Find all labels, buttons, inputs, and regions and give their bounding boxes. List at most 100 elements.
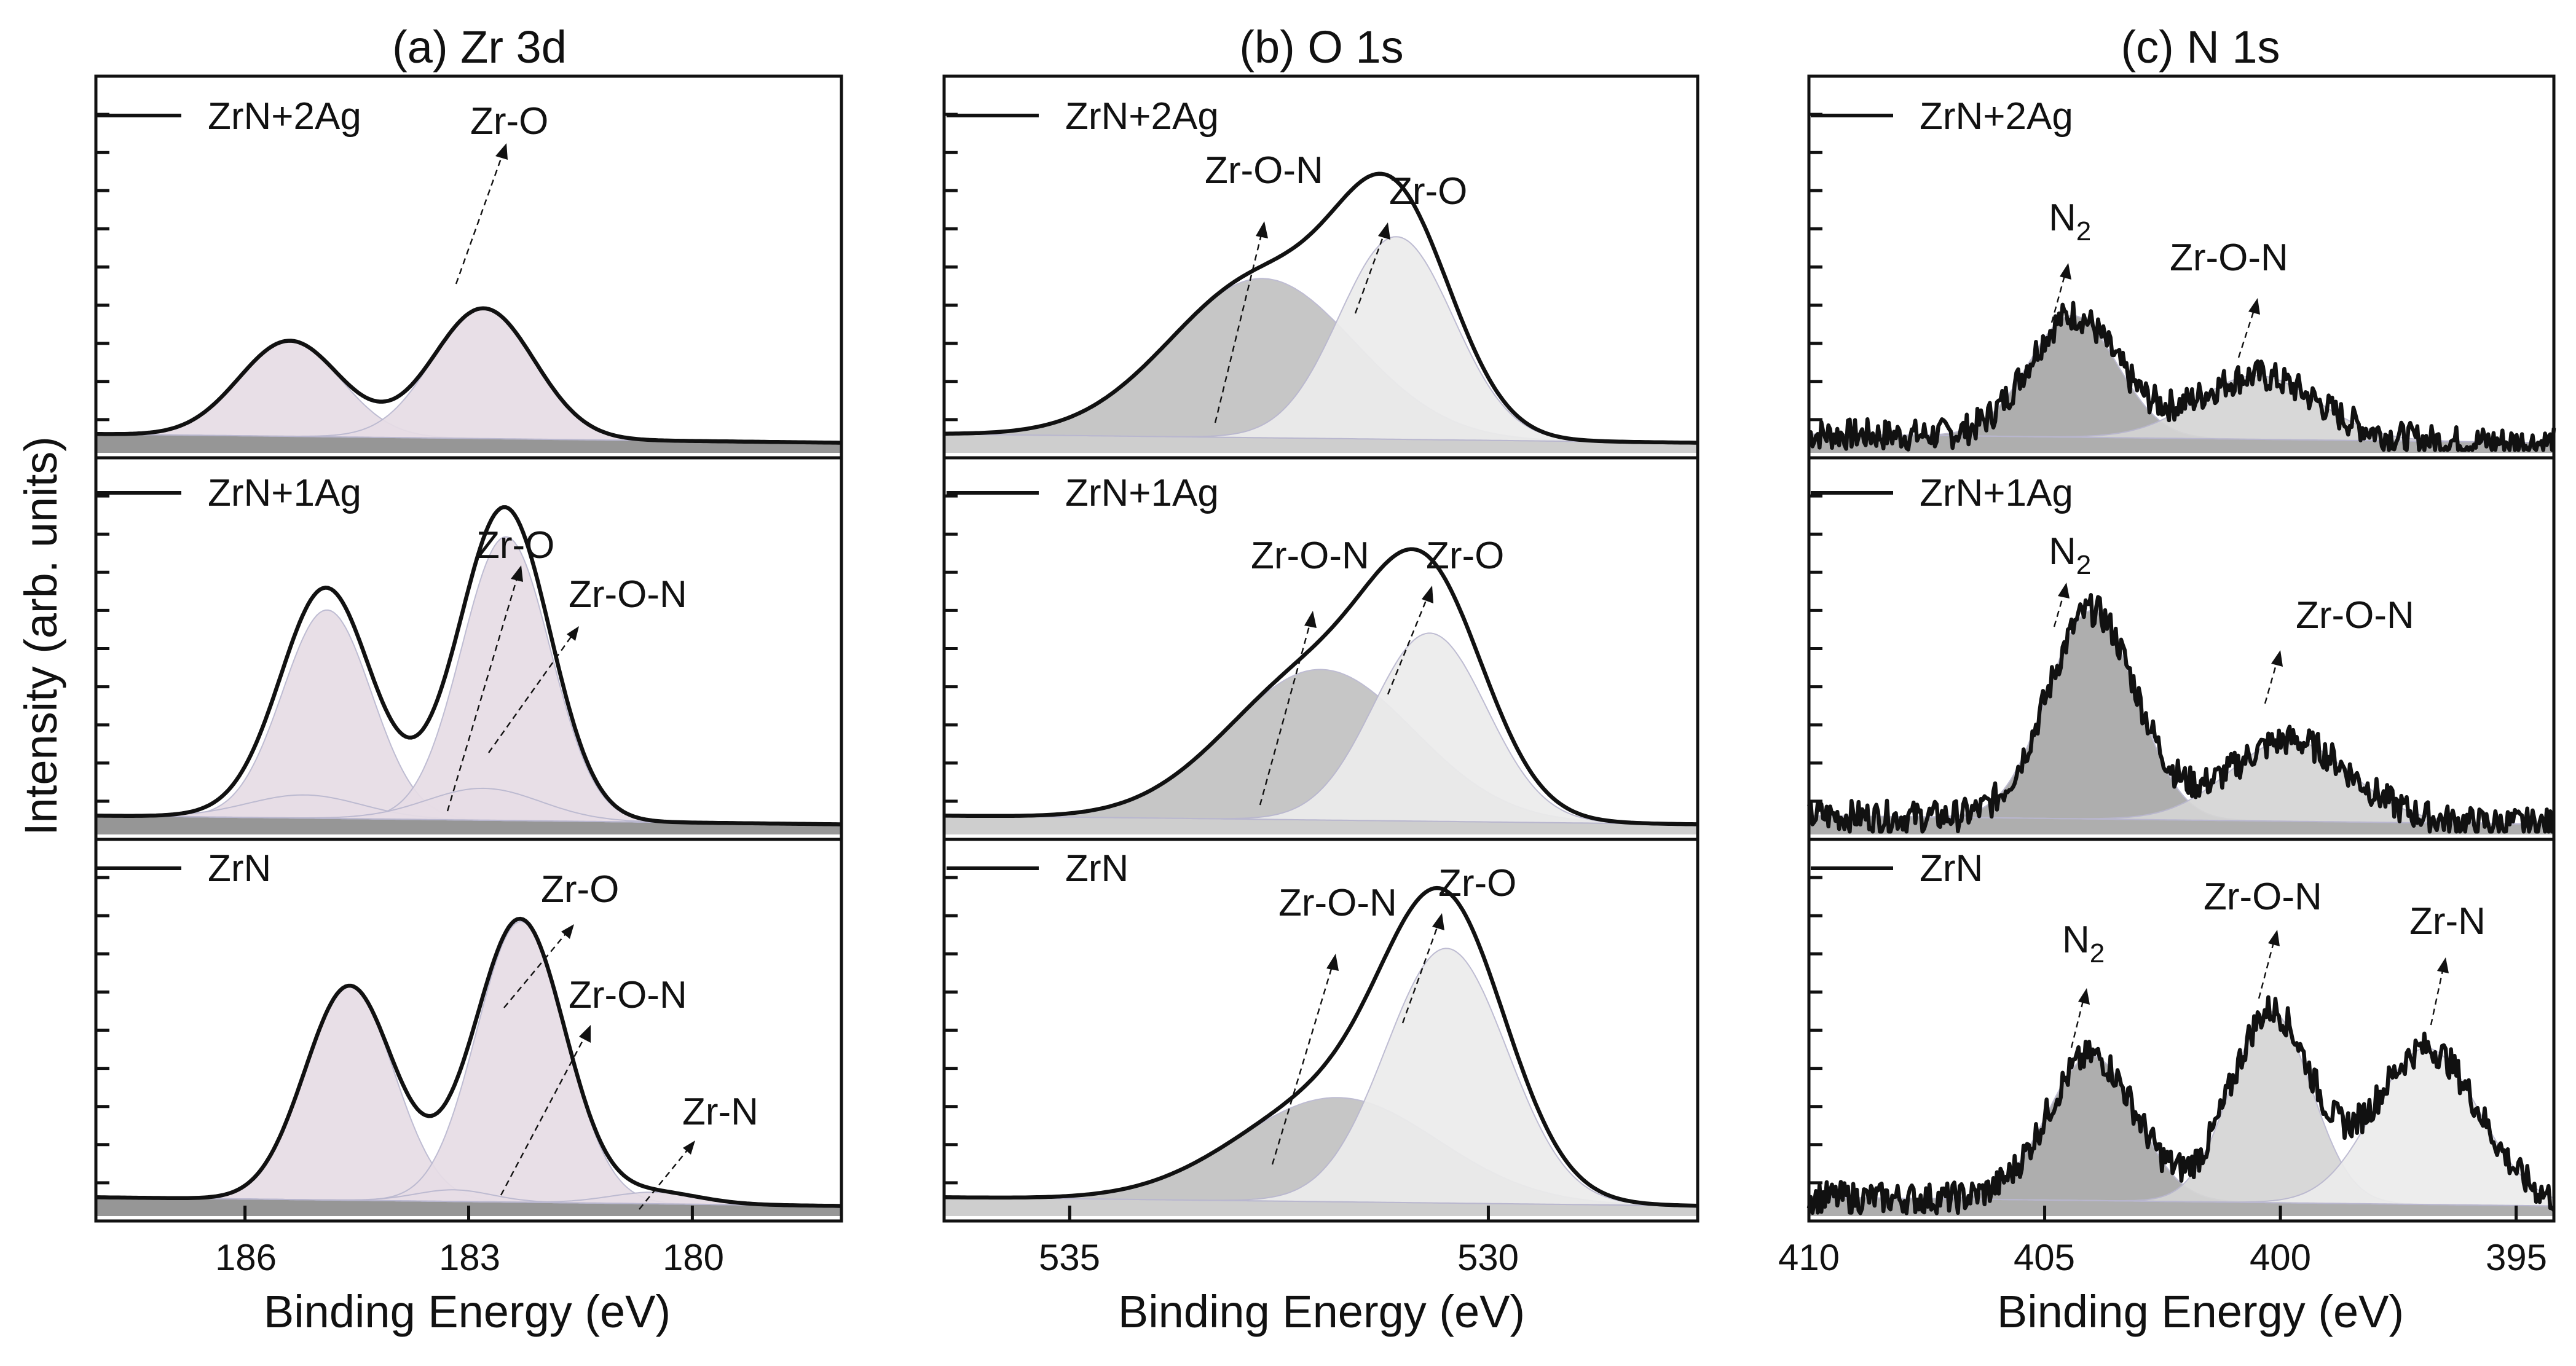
arrowhead bbox=[2248, 298, 2260, 315]
arrowhead bbox=[561, 924, 574, 939]
annotation-arrow bbox=[2070, 998, 2085, 1048]
background-fill bbox=[96, 815, 841, 834]
annotation-arrow bbox=[500, 1035, 586, 1196]
annotation-label: Zr-O bbox=[470, 100, 548, 143]
annotation-arrow bbox=[639, 1150, 688, 1210]
row-fills bbox=[95, 307, 841, 453]
envelope-line bbox=[96, 916, 841, 1208]
annotation-subscript: 2 bbox=[2090, 938, 2105, 968]
legend-label: ZrN+1Ag bbox=[1920, 472, 2073, 514]
panel-zr3d-row-0: ZrN+2Ag Zr-O bbox=[95, 95, 841, 453]
background-fill bbox=[1809, 434, 2554, 453]
component-fill bbox=[96, 536, 841, 825]
annotation-label: Zr-O-N bbox=[1278, 882, 1397, 924]
legend-label: ZrN bbox=[1920, 847, 1983, 890]
annotation-label: Zr-O-N bbox=[1205, 149, 1323, 192]
panel-zr3d-row-2: ZrN Zr-O Zr-O-N Zr-N bbox=[96, 847, 841, 1216]
arrowhead bbox=[2058, 583, 2070, 599]
background-fill bbox=[1809, 1197, 2554, 1216]
row-fills bbox=[943, 632, 1698, 834]
envelope-line bbox=[96, 306, 841, 445]
background-fill bbox=[1809, 815, 2554, 834]
panel-o1s: (b) O 1s ZrN+2Ag Zr-O-N Zr-O ZrN+1Ag Zr-… bbox=[942, 22, 1700, 1337]
annotation-arrow bbox=[503, 933, 566, 1008]
x-ticks bbox=[1068, 1206, 1490, 1221]
annotation-subscript: 2 bbox=[2076, 550, 2091, 580]
background-fill bbox=[944, 815, 1698, 834]
envelope-line bbox=[95, 505, 841, 826]
legend-label: ZrN+2Ag bbox=[1920, 95, 2073, 138]
panel-o1s-row-1: ZrN+1Ag Zr-O-N Zr-O bbox=[943, 472, 1698, 834]
row-fills bbox=[1809, 315, 2554, 453]
component-fill bbox=[96, 307, 841, 444]
arrowhead bbox=[1256, 221, 1268, 238]
x-ticks bbox=[243, 1206, 694, 1221]
annotation-label: N2 bbox=[2049, 197, 2091, 246]
annotation-arrow bbox=[2258, 940, 2275, 999]
arrowhead bbox=[1432, 913, 1444, 930]
annotation-arrow bbox=[1271, 964, 1334, 1165]
x-tick-label: 183 bbox=[439, 1237, 500, 1278]
annotation-label: Zr-O-N bbox=[2296, 594, 2414, 637]
component-fill bbox=[1809, 610, 2554, 825]
annotation-arrow bbox=[1214, 232, 1263, 423]
annotation-label: Zr-O bbox=[1438, 862, 1516, 905]
panel-n1s-title: (c) N 1s bbox=[2121, 22, 2280, 73]
annotation-arrow bbox=[2430, 967, 2444, 1026]
x-axis-label: Binding Energy (eV) bbox=[1997, 1286, 2404, 1337]
legend-label: ZrN+1Ag bbox=[208, 472, 361, 514]
annotation-label: Zr-O bbox=[1389, 170, 1467, 213]
annotation-label: Zr-O-N bbox=[2204, 876, 2322, 918]
legend-label: ZrN+2Ag bbox=[208, 95, 361, 138]
component-fill bbox=[1809, 739, 2554, 825]
y-ticks bbox=[96, 112, 109, 1185]
panel-n1s-row-0: ZrN+2Ag N2 Zr-O-N bbox=[1807, 95, 2556, 453]
envelope-line bbox=[1806, 995, 2556, 1215]
x-axis-label: Binding Energy (eV) bbox=[1118, 1286, 1525, 1337]
component-fill bbox=[944, 632, 1698, 825]
envelope-line bbox=[943, 885, 1698, 1208]
x-tick-label: 410 bbox=[1778, 1237, 1840, 1278]
envelope-line bbox=[1807, 300, 2556, 452]
annotation-label: Zr-N bbox=[682, 1091, 758, 1133]
panel-o1s-row-0: ZrN+2Ag Zr-O-N Zr-O bbox=[943, 95, 1698, 453]
x-tick-label: 400 bbox=[2250, 1237, 2311, 1278]
annotation-label: Zr-O-N bbox=[1251, 535, 1369, 577]
x-tick-label: 530 bbox=[1457, 1237, 1519, 1278]
annotation-arrow bbox=[1354, 233, 1385, 314]
x-axis-label: Binding Energy (eV) bbox=[264, 1286, 671, 1337]
panel-o1s-title: (b) O 1s bbox=[1239, 22, 1403, 73]
envelope-line bbox=[944, 171, 1698, 445]
annotation-arrow bbox=[2237, 308, 2256, 358]
arrowhead bbox=[2437, 957, 2449, 973]
arrowhead bbox=[579, 1025, 591, 1043]
annotation-arrow bbox=[446, 576, 519, 812]
arrowhead bbox=[2271, 650, 2283, 667]
component-fill bbox=[96, 787, 841, 825]
arrowhead bbox=[2268, 930, 2280, 946]
annotation-label: Zr-O-N bbox=[569, 573, 687, 616]
arrowhead bbox=[2060, 263, 2071, 280]
component-fill bbox=[96, 1191, 841, 1207]
annotation-text: N bbox=[2062, 919, 2090, 961]
panel-n1s-row-2: ZrN N2 Zr-O-N Zr-N bbox=[1806, 847, 2556, 1216]
row-fills bbox=[1809, 1011, 2554, 1216]
y-ticks bbox=[1809, 112, 1822, 1185]
envelope-line bbox=[1807, 593, 2554, 834]
annotation-subscript: 2 bbox=[2076, 216, 2091, 246]
arrowhead bbox=[1326, 954, 1339, 971]
annotation-text: N bbox=[2049, 530, 2076, 573]
annotation-arrow bbox=[1401, 924, 1440, 1024]
x-tick-label: 395 bbox=[2486, 1237, 2547, 1278]
annotation-arrow bbox=[2264, 660, 2279, 704]
annotation-label: Zr-O bbox=[476, 524, 554, 567]
annotation-arrow bbox=[455, 153, 504, 285]
y-ticks bbox=[944, 112, 958, 1185]
panel-zr3d-title: (a) Zr 3d bbox=[392, 22, 567, 73]
annotation-label: Zr-O bbox=[1426, 535, 1504, 577]
background-fill bbox=[944, 434, 1698, 453]
legend-label: ZrN bbox=[208, 847, 271, 890]
arrowhead bbox=[495, 143, 508, 160]
arrowhead bbox=[2078, 988, 2090, 1005]
panel-o1s-frame bbox=[942, 74, 1700, 1223]
